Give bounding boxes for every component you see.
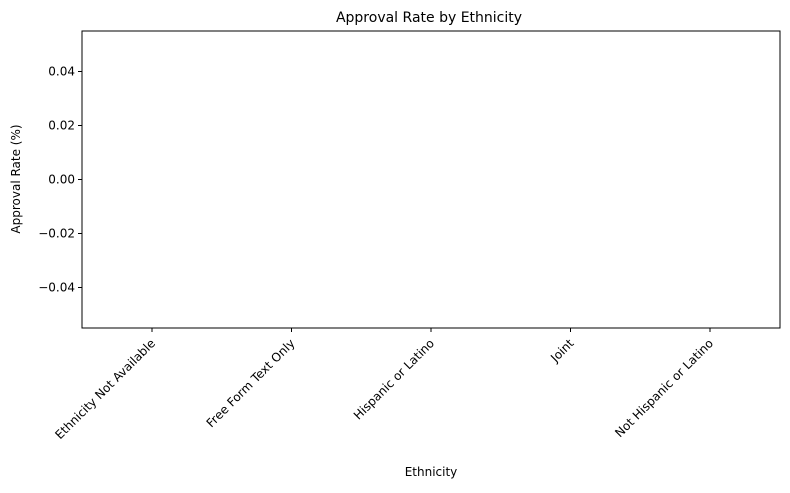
x-axis-label: Ethnicity xyxy=(405,465,458,479)
x-tick-label: Ethnicity Not Available xyxy=(52,336,158,442)
y-tick-label: −0.02 xyxy=(38,227,75,241)
y-tick-label: 0.02 xyxy=(48,119,75,133)
y-tick-label: −0.04 xyxy=(38,281,75,295)
x-tick-label: Not Hispanic or Latino xyxy=(612,336,716,440)
chart-title: Approval Rate by Ethnicity xyxy=(336,10,522,26)
x-tick-label: Free Form Text Only xyxy=(204,336,298,430)
y-tick-label: 0.04 xyxy=(48,65,75,79)
y-axis: 0.04 0.02 0.00 −0.02 −0.04 xyxy=(38,65,82,295)
x-axis: Ethnicity Not Available Free Form Text On… xyxy=(52,328,716,442)
y-tick-label: 0.00 xyxy=(48,173,75,187)
x-tick-label: Joint xyxy=(547,336,577,366)
y-axis-label: Approval Rate (%) xyxy=(9,124,23,233)
plot-area xyxy=(81,30,781,329)
x-tick-label: Hispanic or Latino xyxy=(351,336,437,422)
